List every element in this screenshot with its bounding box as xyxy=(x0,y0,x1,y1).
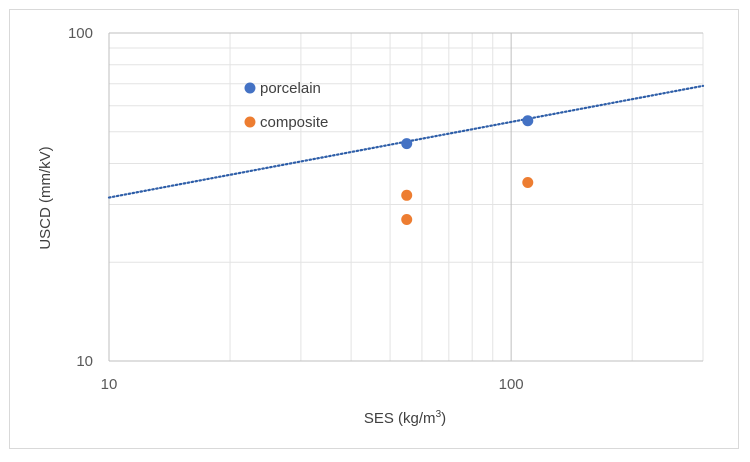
legend-marker-composite xyxy=(244,116,256,128)
legend-label-porcelain: porcelain xyxy=(260,80,321,97)
point-composite xyxy=(522,177,534,189)
point-composite xyxy=(401,189,413,201)
x-axis-title: SES (kg/m3) xyxy=(364,409,446,427)
legend: porcelain composite xyxy=(244,80,328,131)
legend-marker-porcelain xyxy=(244,82,256,94)
tick-labels: 10 100 10 100 xyxy=(68,25,524,393)
x-tick-label: 10 xyxy=(101,376,118,393)
y-axis-title: USCD (mm/kV) xyxy=(37,146,54,249)
point-composite xyxy=(401,214,413,226)
point-porcelain xyxy=(401,138,413,150)
point-porcelain xyxy=(522,115,534,127)
points xyxy=(401,115,534,226)
y-tick-label: 10 xyxy=(76,353,93,370)
x-tick-label: 100 xyxy=(499,376,524,393)
y-tick-label: 100 xyxy=(68,25,93,42)
chart-frame xyxy=(9,9,739,449)
legend-label-composite: composite xyxy=(260,114,328,131)
